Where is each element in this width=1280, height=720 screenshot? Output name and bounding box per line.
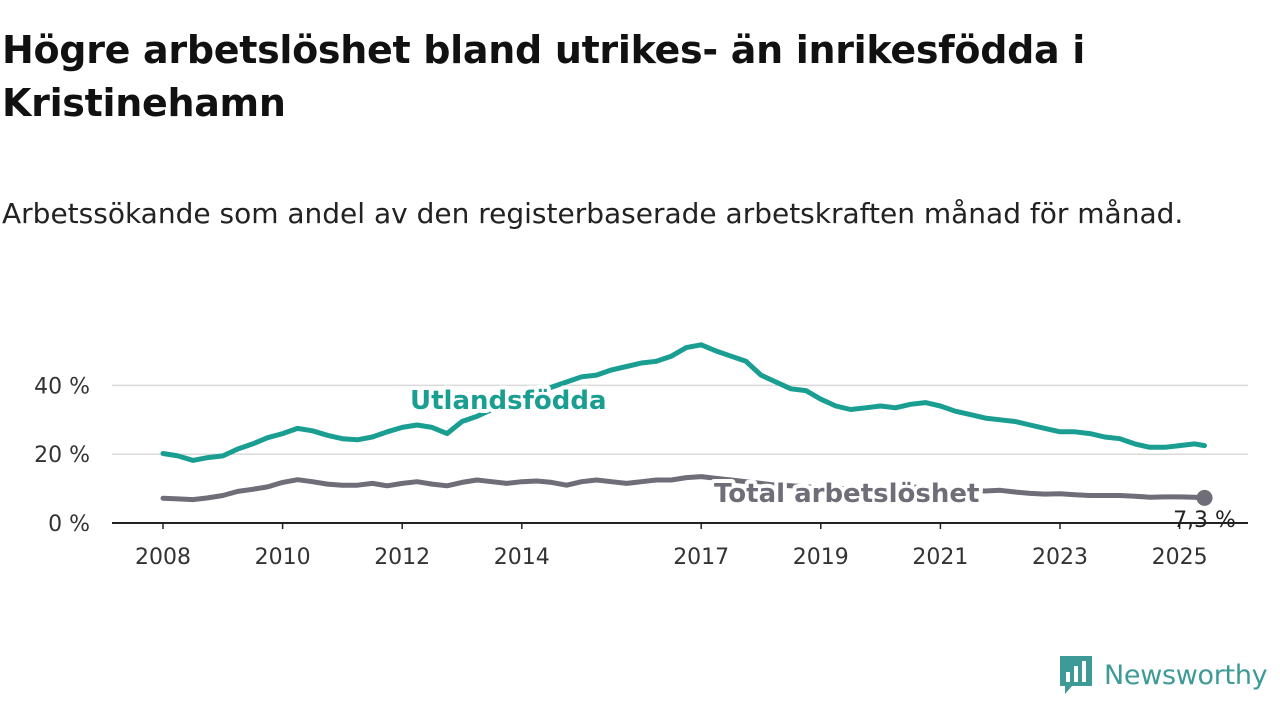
y-tick-label: 0 % [48,512,90,537]
newsworthy-logo: Newsworthy [1058,654,1268,696]
series-line-utlandsfodda [160,342,1207,463]
y-tick-label: 40 % [34,374,90,399]
x-tick-label: 2014 [494,545,550,570]
x-tick-label: 2025 [1152,545,1208,570]
series-lines [160,342,1207,503]
y-tick-label: 20 % [34,443,90,468]
series-line-total [160,474,1207,503]
brand-name: Newsworthy [1104,659,1268,691]
x-tick-label: 2021 [912,545,968,570]
series-label-total: Total arbetslöshet [714,479,979,509]
chart-title: Högre arbetslöshet bland utrikes- än inr… [2,28,1085,125]
gridlines [112,384,1248,455]
series-labels: Utlandsfödda Total arbetslöshet 7,3 % [406,382,1239,536]
x-tick-label: 2023 [1032,545,1088,570]
x-tick-label: 2012 [374,545,430,570]
end-value-label: 7,3 % [1173,508,1236,533]
end-point-marker [1196,489,1213,506]
x-tick-label: 2008 [135,545,191,570]
x-tick-label: 2017 [673,545,729,570]
chart-subtitle: Arbetssökande som andel av den registerb… [2,197,1184,230]
axes: 0 % 20 % 40 % 2008 2010 2012 2014 2017 2019 2021 2… [34,374,1248,570]
x-tick-label: 2010 [255,545,311,570]
series-label-utlandsfodda: Utlandsfödda [410,386,607,416]
x-tick-label: 2019 [793,545,849,570]
bar-chart-badge-icon [1060,656,1092,694]
